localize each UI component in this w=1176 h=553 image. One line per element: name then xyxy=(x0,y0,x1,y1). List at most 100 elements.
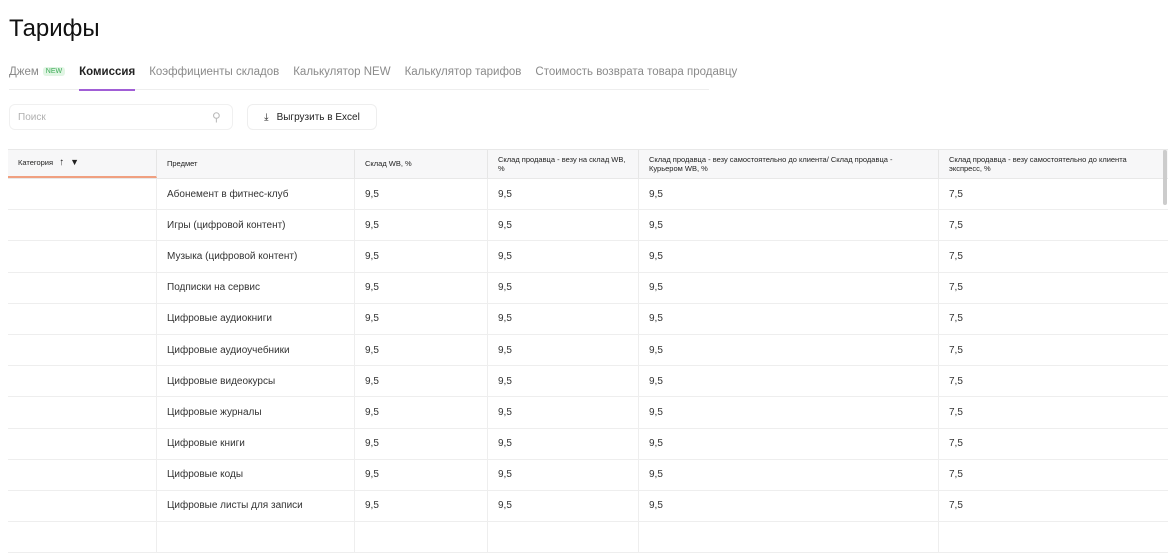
table-cell: 9,5 xyxy=(639,272,939,303)
table-cell: 9,5 xyxy=(639,428,939,459)
table-row[interactable] xyxy=(8,522,1168,553)
table-cell: 7,5 xyxy=(949,344,963,356)
table-cell: 9,5 xyxy=(488,428,639,459)
table-cell: 9,5 xyxy=(639,490,939,522)
table-row[interactable]: Игры (цифровой контент) 9,5 9,5 9,5 7,5 xyxy=(8,210,1168,242)
table-cell: 9,5 xyxy=(488,303,639,334)
table-cell: 9,5 xyxy=(639,179,939,210)
table-cell xyxy=(8,241,157,272)
column-header[interactable]: Склад продавца - везу на склад WB, % xyxy=(488,150,639,178)
table-cell xyxy=(639,522,939,553)
table-cell: 7,5 xyxy=(949,500,963,512)
table-cell xyxy=(8,179,157,210)
table-cell: 9,5 xyxy=(355,334,488,366)
table-cell: 9,5 xyxy=(355,241,488,272)
column-header[interactable]: Категория ↑ ▼ xyxy=(8,150,157,178)
table-cell: 9,5 xyxy=(639,303,939,334)
table-row[interactable]: Цифровые коды 9,5 9,5 9,5 7,5 xyxy=(8,459,1168,491)
table-cell xyxy=(939,522,1164,552)
table-cell: 9,5 xyxy=(488,490,639,522)
table-cell: 7,5 xyxy=(949,313,963,325)
table-cell: 9,5 xyxy=(488,366,639,397)
table-cell: 7,5 xyxy=(949,219,963,231)
table-cell xyxy=(8,428,157,459)
table-cell: 9,5 xyxy=(355,490,488,522)
table-cell: Цифровые книги xyxy=(157,428,355,459)
table-cell: 9,5 xyxy=(488,210,639,241)
table-cell: Цифровые журналы xyxy=(157,397,355,428)
scrollbar[interactable] xyxy=(1163,150,1167,205)
table-cell xyxy=(8,210,157,241)
tab-label: Комиссия xyxy=(79,66,136,78)
export-excel-button[interactable]: ⤓ Выгрузить в Excel xyxy=(247,104,377,130)
tab-4[interactable]: Калькулятор тарифов xyxy=(405,66,522,90)
tab-2[interactable]: Коэффициенты складов xyxy=(149,66,279,90)
download-icon: ⤓ xyxy=(264,111,269,123)
table-cell: Цифровые аудиоучебники xyxy=(157,334,355,366)
table-cell: 9,5 xyxy=(488,272,639,303)
column-header[interactable]: Склад WB, % xyxy=(355,150,488,178)
column-header[interactable]: Предмет xyxy=(157,150,355,178)
table-cell: 9,5 xyxy=(639,459,939,490)
table-cell: 9,5 xyxy=(355,303,488,334)
table-cell: 7,5 xyxy=(949,250,963,262)
table-cell: 9,5 xyxy=(355,428,488,459)
search-input[interactable] xyxy=(9,104,233,130)
table-cell xyxy=(157,522,355,553)
table-cell: 7,5 xyxy=(949,406,963,418)
tabs: Джем NEW Комиссия Коэффициенты складов Кальк… xyxy=(9,66,737,91)
sort-asc-icon[interactable]: ↑ xyxy=(59,156,65,168)
tab-label: Калькулятор тарифов xyxy=(404,66,522,78)
table-cell xyxy=(8,522,157,553)
new-badge: NEW xyxy=(42,67,66,76)
table-cell xyxy=(8,459,157,490)
tab-5[interactable]: Стоимость возврата товара продавцу xyxy=(535,66,737,90)
table-cell: Цифровые видеокурсы xyxy=(157,366,355,397)
table-cell: 9,5 xyxy=(488,397,639,428)
table-cell xyxy=(8,303,157,334)
search-icon[interactable]: ⚲ xyxy=(212,110,221,124)
table-cell: 9,5 xyxy=(355,210,488,241)
tab-1[interactable]: Комиссия xyxy=(79,66,136,91)
column-header[interactable]: Склад продавца - везу самостоятельно до … xyxy=(639,150,939,178)
table-cell: 7,5 xyxy=(949,469,963,481)
table-cell: Цифровые листы для записи xyxy=(157,490,355,522)
table-cell xyxy=(8,334,157,366)
table-row[interactable]: Подписки на сервис 9,5 9,5 9,5 7,5 xyxy=(8,272,1168,304)
table-header: Категория ↑ ▼ Предмет Склад WB, % Склад прода… xyxy=(8,149,1168,179)
column-header[interactable]: Склад продавца - везу самостоятельно до … xyxy=(939,150,1164,178)
table-row[interactable]: Музыка (цифровой контент) 9,5 9,5 9,5 7,5 xyxy=(8,241,1168,273)
table-row[interactable]: Цифровые листы для записи 9,5 9,5 9,5 7,5 xyxy=(8,490,1168,523)
table-cell: 9,5 xyxy=(355,459,488,490)
table-cell: 9,5 xyxy=(639,241,939,272)
table-cell: Цифровые коды xyxy=(157,459,355,490)
table-row[interactable]: Цифровые аудиокниги 9,5 9,5 9,5 7,5 xyxy=(8,303,1168,335)
commission-table: Категория ↑ ▼ Предмет Склад WB, % Склад прода… xyxy=(8,149,1168,553)
table-row[interactable]: Цифровые книги 9,5 9,5 9,5 7,5 xyxy=(8,428,1168,460)
table-cell xyxy=(355,522,488,553)
filter-icon[interactable]: ▼ xyxy=(70,157,79,168)
table-cell: 9,5 xyxy=(488,459,639,490)
table-cell xyxy=(8,490,157,522)
table-cell: 9,5 xyxy=(355,272,488,303)
table-cell: Музыка (цифровой контент) xyxy=(157,241,355,272)
tab-0[interactable]: Джем NEW xyxy=(9,66,66,90)
tab-label: Калькулятор NEW xyxy=(293,66,391,78)
table-row[interactable]: Цифровые аудиоучебники 9,5 9,5 9,5 7,5 xyxy=(8,334,1168,367)
table-row[interactable]: Цифровые журналы 9,5 9,5 9,5 7,5 xyxy=(8,397,1168,429)
table-row[interactable]: Абонемент в фитнес-клуб 9,5 9,5 9,5 7,5 xyxy=(8,179,1168,211)
table-cell: Игры (цифровой контент) xyxy=(157,210,355,241)
table-cell: 9,5 xyxy=(639,397,939,428)
table-cell: 9,5 xyxy=(639,210,939,241)
table-cell: 9,5 xyxy=(355,366,488,397)
table-cell: 9,5 xyxy=(639,334,939,366)
table-cell: 9,5 xyxy=(355,397,488,428)
table-cell: 7,5 xyxy=(949,375,963,387)
table-cell xyxy=(8,272,157,303)
page-title: Тарифы xyxy=(9,15,100,42)
tab-3[interactable]: Калькулятор NEW xyxy=(293,66,390,90)
table-cell: 9,5 xyxy=(488,334,639,366)
table-cell: 9,5 xyxy=(488,241,639,272)
table-row[interactable]: Цифровые видеокурсы 9,5 9,5 9,5 7,5 xyxy=(8,366,1168,398)
table-cell: Подписки на сервис xyxy=(157,272,355,303)
